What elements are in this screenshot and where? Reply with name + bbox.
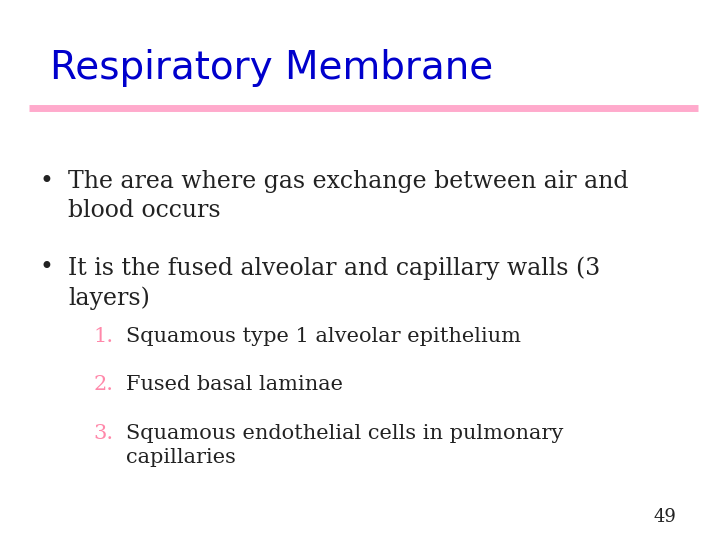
Text: The area where gas exchange between air and
blood occurs: The area where gas exchange between air … bbox=[68, 170, 629, 222]
Text: Respiratory Membrane: Respiratory Membrane bbox=[50, 49, 494, 86]
Text: Squamous type 1 alveolar epithelium: Squamous type 1 alveolar epithelium bbox=[126, 327, 521, 346]
Text: •: • bbox=[40, 170, 53, 193]
Text: It is the fused alveolar and capillary walls (3
layers): It is the fused alveolar and capillary w… bbox=[68, 256, 600, 310]
Text: 2.: 2. bbox=[94, 375, 114, 394]
Text: 3.: 3. bbox=[94, 424, 114, 443]
Text: Squamous endothelial cells in pulmonary
capillaries: Squamous endothelial cells in pulmonary … bbox=[126, 424, 563, 467]
Text: 49: 49 bbox=[654, 509, 677, 526]
Text: 1.: 1. bbox=[94, 327, 114, 346]
Text: •: • bbox=[40, 256, 53, 280]
Text: Fused basal laminae: Fused basal laminae bbox=[126, 375, 343, 394]
